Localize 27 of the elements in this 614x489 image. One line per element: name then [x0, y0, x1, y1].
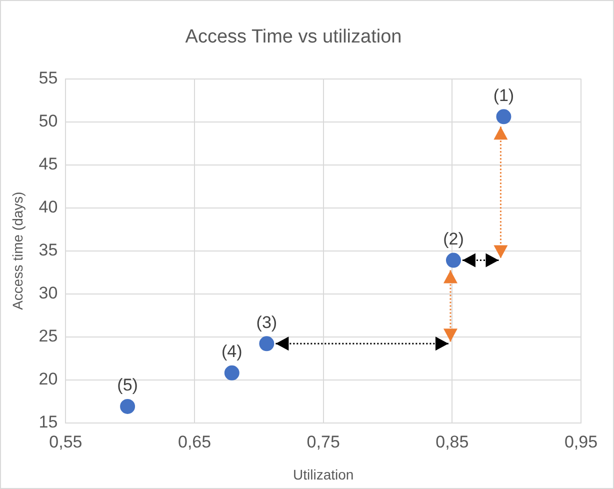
x-tick-label: 0,65	[178, 432, 212, 452]
annotation: (5)	[117, 376, 138, 395]
annotation: (3)	[256, 312, 278, 332]
y-tick-label: 40	[38, 197, 58, 216]
point	[446, 252, 461, 268]
x-tick-label: 0,55	[49, 432, 82, 452]
point	[496, 109, 512, 124]
point	[259, 336, 274, 352]
y-tick-label: 30	[38, 283, 58, 302]
y-tick-label: 50	[38, 111, 58, 130]
y-tick-label: 25	[38, 326, 58, 346]
point	[224, 365, 240, 380]
point	[120, 398, 136, 414]
annotation: (2)	[443, 229, 464, 248]
y-tick-label: 20	[38, 369, 58, 388]
annotation: (4)	[222, 342, 242, 362]
x-axis-title: Utilization	[293, 466, 354, 482]
y-tick-label: 45	[38, 154, 58, 174]
y-axis-title: Access time (days)	[9, 192, 26, 310]
y-tick-label: 55	[38, 68, 58, 88]
y-tick-label: 35	[38, 240, 58, 260]
y-tick-label: 15	[38, 412, 58, 432]
annotation: (1)	[493, 86, 514, 105]
x-tick-label: 0,75	[306, 432, 340, 452]
x-tick-label: 0,85	[436, 432, 469, 452]
x-tick-label: 0,95	[564, 432, 598, 452]
chart-title: Access Time vs utilization	[185, 26, 402, 48]
